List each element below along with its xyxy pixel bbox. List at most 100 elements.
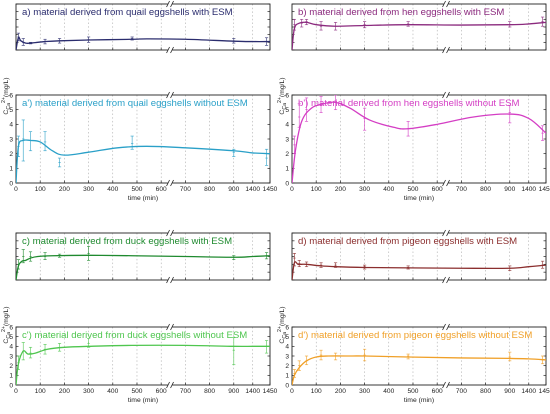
series-line [16,344,270,385]
axis-break-mark [166,91,170,99]
axis-break-mark [442,229,446,237]
x-tick-label: 400 [383,186,394,193]
axis-break-gap [444,92,449,98]
x-axis-label: time (min) [404,195,434,202]
plot-area [16,337,270,385]
axis-break-mark [170,179,174,187]
y-tick-label: 2 [9,151,13,158]
error-bar [508,351,512,362]
x-tick-label: 600 [156,388,167,395]
axis-break-mark [446,91,450,99]
x-tick-label: 300 [359,388,370,395]
panel-a: a) material derived from quail eggshells… [15,0,271,54]
x-axis-label: time (min) [128,397,158,404]
y-tick-label: 4 [9,344,13,351]
x-tick-label: 1400 [521,186,536,193]
error-bar [362,348,367,362]
x-tick-label: 1450 [263,186,278,193]
series-line [292,21,546,50]
x-tick-label: 500 [407,388,418,395]
axis-break-mark [446,0,450,8]
panel-c-prime: 0 1 2 3 4 5 6 0 100 200 300 400 500 600 700 800 900 1400 1… [9,323,278,404]
y-label-unit: (mg/L) [279,77,286,97]
axis-break-mark [442,91,446,99]
error-bar [297,260,301,268]
axis-break-gap [168,277,173,283]
y-label-unit: (mg/L) [279,306,286,326]
series-line [16,254,270,280]
axis-break-mark [446,46,450,54]
panel-title: a') material derived from quail eggshell… [22,98,248,109]
error-bar [232,337,236,366]
plot-area [16,245,270,280]
x-tick-label: 1400 [245,186,260,193]
axis-break-gap [168,180,173,186]
axis-break-mark [170,381,174,389]
axis-break-mark [446,179,450,187]
y-axis-label: CCa2+(mg/L) [277,306,288,343]
axis-break-mark [170,0,174,8]
series-line [292,101,546,183]
axis-break-gap [168,47,173,53]
x-tick-label: 100 [35,388,46,395]
x-tick-label: 0 [14,186,18,193]
panel-d: d) material derived from pigeon eggshell… [291,229,547,284]
axis-break-gap [444,324,449,330]
axis-break-mark [166,179,170,187]
axis-break-mark [170,91,174,99]
axis-break-gap [444,230,449,236]
y-tick-label: 0 [285,180,289,187]
y-label-superscript: 2+ [1,97,7,103]
x-tick-label: 800 [204,186,215,193]
x-tick-label: 100 [35,186,46,193]
axis-break-mark [166,229,170,237]
x-tick-label: 700 [456,186,467,193]
x-axis-label: time (min) [404,397,434,404]
axis-break-mark [170,323,174,331]
x-tick-label: 300 [83,388,94,395]
error-bar [319,262,323,268]
y-axis-label: CCa2+(mg/L) [1,306,12,343]
y-tick-label: 3 [9,353,13,360]
error-bar [86,245,91,261]
x-tick-label: 600 [432,388,443,395]
axis-break-mark [170,46,174,54]
error-bar [264,148,269,166]
axis-break-mark [166,323,170,331]
y-tick-label: 6 [285,92,289,99]
series-line [16,36,270,50]
panel-title: c) material derived from duck eggshells … [22,236,232,247]
x-tick-label: 900 [228,388,239,395]
panel-title: b) material derived from hen eggshells w… [298,7,504,18]
panel-a-prime: 0 1 2 3 4 5 6 0 100 200 300 400 500 600 700 800 900 1400 1… [9,91,278,202]
axis-break-mark [442,46,446,54]
panel-b: b) material derived from hen eggshells w… [291,0,547,54]
x-tick-label: 400 [107,388,118,395]
error-bar [57,157,62,168]
x-tick-label: 200 [335,388,346,395]
x-tick-label: 1400 [521,388,536,395]
axis-break-mark [166,276,170,284]
y-tick-label: 1 [9,166,13,173]
y-tick-label: 4 [285,122,289,129]
y-label-subscript: Ca [6,332,12,339]
y-axis-label: CCa2+(mg/L) [277,77,288,114]
x-tick-label: 200 [59,388,70,395]
x-tick-label: 500 [407,186,418,193]
axis-break-gap [444,1,449,7]
y-label-symbol: C [3,110,10,115]
y-tick-label: 6 [9,324,13,331]
axis-break-mark [166,381,170,389]
y-tick-label: 0 [285,382,289,389]
axis-break-mark [170,276,174,284]
y-label-subscript: Ca [282,332,288,339]
error-bar [319,349,323,361]
x-tick-label: 900 [504,186,515,193]
y-label-superscript: 2+ [277,97,283,103]
axis-break-mark [166,46,170,54]
error-bar [540,125,545,141]
y-tick-label: 3 [9,136,13,143]
axis-break-gap [168,92,173,98]
x-tick-label: 1450 [263,388,278,395]
